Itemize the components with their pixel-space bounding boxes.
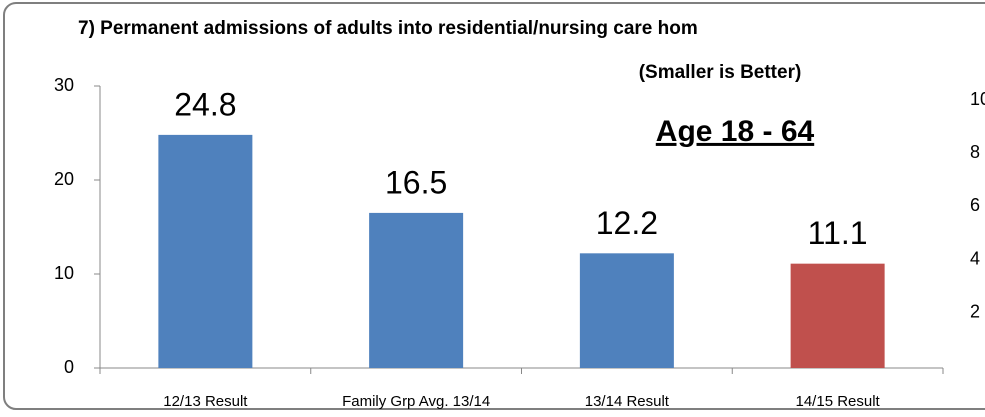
x-tick-label: 13/14 Result: [585, 393, 670, 410]
x-tick-label: 12/13 Result: [163, 393, 248, 410]
y2-tick-label: 4: [970, 248, 980, 268]
y-tick-label: 20: [54, 169, 74, 189]
bar: [790, 263, 885, 368]
value-label: 16.5: [385, 164, 447, 200]
y-tick-label: 30: [54, 75, 74, 95]
chart-subtitle: (Smaller is Better): [639, 62, 802, 83]
bar: [369, 212, 464, 368]
chart-title: 7) Permanent admissions of adults into r…: [78, 18, 698, 39]
value-label: 12.2: [596, 205, 658, 241]
value-label: 24.8: [174, 86, 236, 122]
x-tick-label: 14/15 Result: [796, 393, 881, 410]
y2-tick-label: 10: [970, 89, 985, 109]
y2-tick-label: 2: [970, 302, 980, 322]
bar: [579, 253, 674, 368]
y2-tick-label: 6: [970, 195, 980, 215]
bar: [158, 134, 253, 368]
annotation: Age 18 - 64: [656, 115, 815, 148]
y-tick-label: 0: [64, 357, 74, 377]
value-label: 11.1: [808, 215, 868, 251]
y-tick-label: 10: [54, 263, 74, 283]
x-tick-label: Family Grp Avg. 13/14: [342, 393, 490, 410]
y2-tick-label: 8: [970, 142, 980, 162]
